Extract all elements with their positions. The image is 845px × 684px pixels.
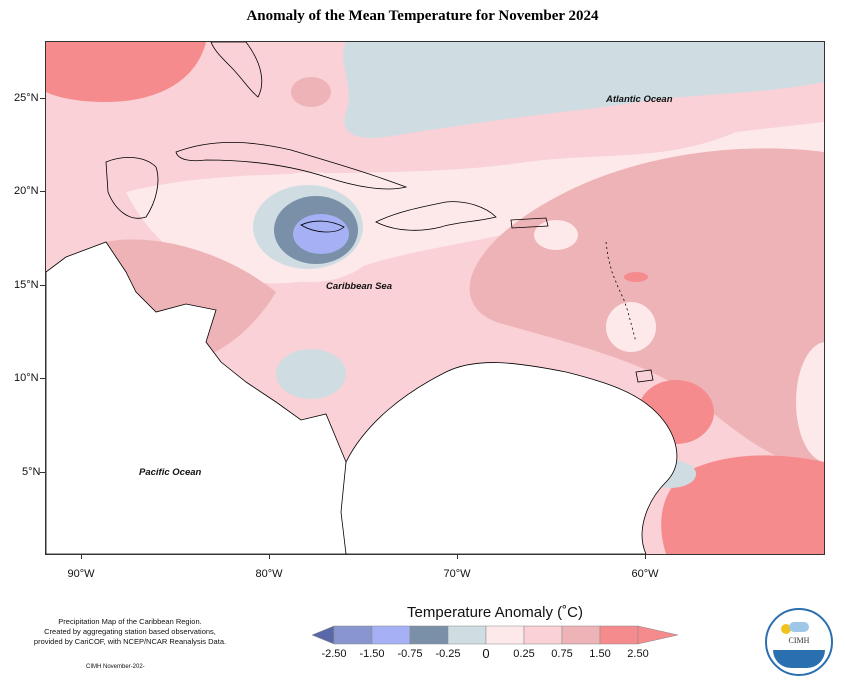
hispaniola-coastline — [375, 201, 497, 231]
legend-bin-8 — [599, 625, 639, 645]
legend-label: -2.50 — [321, 648, 347, 660]
cimh-logo: CIMH — [765, 608, 833, 676]
legend-label: -1.50 — [359, 648, 385, 660]
legend-colorbar — [312, 625, 679, 645]
lon-label-90w: 90°W — [67, 568, 95, 580]
atlantic-ocean-label: Atlantic Ocean — [606, 94, 673, 105]
jamaica-cold-core — [293, 214, 349, 254]
lon-tick-80w — [269, 554, 270, 559]
lat-label-10n: 10°N — [14, 372, 39, 384]
footnote-line: Created by aggregating station based obs… — [44, 627, 216, 636]
lat-tick-20n — [40, 191, 45, 192]
lon-label-60w: 60°W — [631, 568, 659, 580]
lon-label-70w: 70°W — [443, 568, 471, 580]
caribbean-sea-label: Caribbean Sea — [326, 281, 392, 292]
lon-tick-90w — [81, 554, 82, 559]
wave-icon — [773, 650, 825, 668]
legend-bin-9 — [637, 625, 679, 645]
footnote: Precipitation Map of the Caribbean Regio… — [10, 617, 250, 647]
map-canvas — [46, 42, 824, 554]
florida-coastline — [210, 42, 263, 98]
hot-northwest-region — [46, 42, 206, 102]
lat-tick-15n — [40, 285, 45, 286]
lesser-antilles-coastline — [605, 241, 637, 343]
legend-label: 0.25 — [513, 648, 535, 660]
cool-atlantic-band — [343, 42, 824, 138]
warm-spot-bahamas — [291, 77, 331, 107]
cool-spot-south-caribbean — [276, 349, 346, 399]
legend-label: -0.25 — [435, 648, 461, 660]
legend-label: 0 — [482, 646, 490, 661]
lon-tick-60w — [645, 554, 646, 559]
legend-label: 1.50 — [589, 648, 611, 660]
hot-spot-antilles — [624, 272, 648, 282]
yucatan-coastline — [105, 157, 159, 219]
legend-label: -0.75 — [397, 648, 423, 660]
south-america-landmass — [339, 362, 678, 554]
central-america-landmass — [46, 241, 347, 554]
light-spot-lesser-antilles — [606, 302, 656, 352]
legend-bin-3 — [409, 625, 449, 645]
jamaica-coastline — [300, 220, 345, 233]
puerto-rico-coastline — [510, 217, 549, 229]
lat-label-25n: 25°N — [14, 92, 39, 104]
lat-tick-25n — [40, 98, 45, 99]
footnote-line: provided by CariCOF, with NCEP/NCAR Rean… — [33, 637, 227, 646]
legend-bin-7 — [561, 625, 601, 645]
legend-bin-0 — [312, 625, 335, 645]
light-spot-puerto-rico — [534, 220, 578, 250]
cuba-coastline — [175, 141, 408, 190]
hot-spot-guianas — [661, 455, 824, 554]
lat-label-20n: 20°N — [14, 185, 39, 197]
legend-bin-5 — [485, 625, 525, 645]
legend-bin-4 — [447, 625, 487, 645]
footnote-line: Precipitation Map of the Caribbean Regio… — [58, 617, 202, 626]
sun-icon — [781, 624, 791, 634]
lat-tick-5n — [40, 472, 45, 473]
lat-label-5n: 5°N — [22, 466, 41, 478]
light-spot-east-edge — [796, 342, 824, 462]
legend-label: 2.50 — [627, 648, 649, 660]
trinidad-coastline — [635, 369, 654, 383]
legend-title: Temperature Anomaly (˚C) — [407, 604, 583, 621]
lat-tick-10n — [40, 378, 45, 379]
legend-label: 0.75 — [551, 648, 573, 660]
cloud-icon — [789, 622, 809, 632]
lon-tick-70w — [457, 554, 458, 559]
footnote-credit: CIMH November-202- — [86, 664, 145, 670]
logo-text: CIMH — [788, 636, 810, 645]
legend-bin-2 — [371, 625, 411, 645]
lat-label-15n: 15°N — [14, 279, 39, 291]
map-title: Anomaly of the Mean Temperature for Nove… — [246, 8, 599, 24]
pacific-ocean-label: Pacific Ocean — [139, 467, 202, 478]
temperature-anomaly-map — [45, 41, 825, 555]
lon-label-80w: 80°W — [255, 568, 283, 580]
legend-bin-1 — [333, 625, 373, 645]
legend-bin-6 — [523, 625, 563, 645]
